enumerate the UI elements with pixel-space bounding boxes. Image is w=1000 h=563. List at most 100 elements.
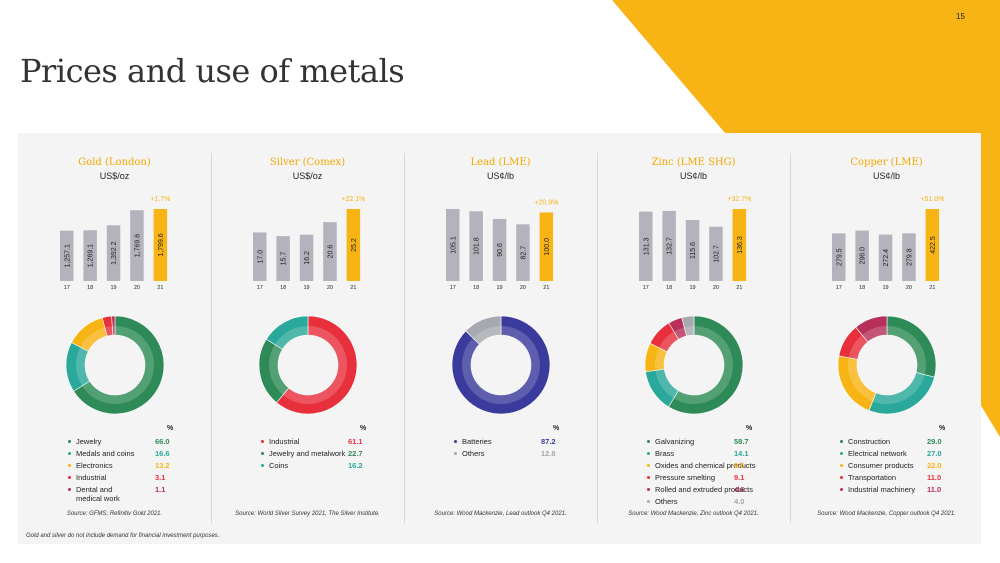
change-label: +22.1% xyxy=(341,196,365,203)
metal-unit: US$/oz xyxy=(292,171,323,181)
legend-value: 1.1 xyxy=(155,485,166,494)
bar-value-label: 131.3 xyxy=(643,237,650,255)
x-tick-label: 17 xyxy=(257,285,263,291)
legend-label: Others xyxy=(462,449,485,458)
x-tick-label: 20 xyxy=(906,285,912,291)
donut-slice-highlight xyxy=(673,326,733,404)
bar-value-label: 20.6 xyxy=(327,245,334,259)
donut-slice-highlight xyxy=(862,326,887,342)
metal-unit: US¢/lb xyxy=(872,171,900,181)
donut-slice-highlight xyxy=(112,326,115,336)
donut-chart xyxy=(837,315,937,415)
bar-17 xyxy=(639,211,653,281)
legend-label: Industrial xyxy=(269,437,300,446)
legend-label: Jewelry xyxy=(76,437,102,446)
bar-19 xyxy=(492,218,507,281)
legend-value: 16.2 xyxy=(348,461,363,470)
x-tick-label: 21 xyxy=(736,285,742,291)
donut-hole xyxy=(857,335,917,395)
legend-value: 27.0 xyxy=(927,449,942,458)
bar-21 xyxy=(539,212,554,281)
bar-value-label: 279.5 xyxy=(836,248,843,266)
bar-19 xyxy=(878,234,893,281)
bar-chart: 105.1 17 101.8 18 90.6 19 82.7 20 100.0 21 +20.9% xyxy=(446,199,558,291)
x-tick-label: 17 xyxy=(643,285,649,291)
bar-value-label: 105.1 xyxy=(450,236,457,254)
bar-17 xyxy=(60,230,74,281)
change-label: +32.7% xyxy=(727,196,751,203)
legend-value: 4.6 xyxy=(734,485,745,494)
legend-label: Pressure smelting xyxy=(655,473,716,482)
donut-chart xyxy=(258,315,358,415)
legend-dot xyxy=(68,488,71,491)
legend-dot xyxy=(840,488,843,491)
bar-value-label: 1,799.6 xyxy=(158,233,165,256)
source-note: Source: World Silver Survey 2021, The Si… xyxy=(235,511,380,517)
x-tick-label: 17 xyxy=(450,285,456,291)
legend-dot xyxy=(68,440,71,443)
donut-slice-highlight xyxy=(848,334,868,360)
x-tick-label: 21 xyxy=(157,285,163,291)
bar-chart: 131.3 17 132.7 18 115.6 19 102.7 20 136.3 21 +32.7… xyxy=(639,196,751,291)
donut-slice-highlight xyxy=(655,369,679,399)
x-tick-label: 20 xyxy=(713,285,719,291)
legend-label: Consumer products xyxy=(848,461,914,470)
bar-value-label: 16.2 xyxy=(304,251,311,265)
legend-value: 61.1 xyxy=(348,437,363,446)
legend-value: 12.8 xyxy=(541,449,556,458)
legend-value: 11.0 xyxy=(927,473,942,482)
legend-dot xyxy=(840,464,843,467)
metal-title: Copper (LME) xyxy=(850,157,923,168)
bar-value-label: 1,769.6 xyxy=(134,234,141,257)
bar-value-label: 25.2 xyxy=(351,238,358,252)
donut-slice-highlight xyxy=(76,347,90,386)
donut-hole xyxy=(471,335,531,395)
page-title: Prices and use of metals xyxy=(20,52,405,90)
legend-label: Brass xyxy=(655,449,675,458)
x-tick-label: 20 xyxy=(520,285,526,291)
donut-slice-highlight xyxy=(684,326,694,336)
bar-18 xyxy=(276,236,290,281)
bar-value-label: 136.3 xyxy=(737,236,744,254)
bar-value-label: 82.7 xyxy=(520,246,527,260)
donut-slice-highlight xyxy=(274,326,308,350)
x-tick-label: 19 xyxy=(303,285,309,291)
bar-value-label: 272.4 xyxy=(883,249,890,267)
metal-column-0: Gold (London) US$/oz 1,257.1 17 1,269.1 18 1,3… xyxy=(18,133,211,544)
bar-17 xyxy=(832,233,846,281)
pct-header: % xyxy=(939,425,946,432)
x-tick-label: 21 xyxy=(350,285,356,291)
column-divider xyxy=(597,153,598,523)
x-tick-label: 21 xyxy=(929,285,935,291)
legend-label: Transportation xyxy=(848,473,897,482)
bar-20 xyxy=(130,210,144,281)
donut-chart xyxy=(451,315,551,415)
metal-column-2: Lead (LME) US¢/lb 105.1 17 101.8 18 90.6 19 82.7… xyxy=(404,133,597,544)
bar-19 xyxy=(106,225,121,281)
legend-label: Jewelry and metalwork xyxy=(269,449,346,458)
column-divider xyxy=(211,153,212,523)
bar-value-label: 115.6 xyxy=(690,242,697,259)
legend-value: 29.0 xyxy=(927,437,942,446)
bar-value-label: 100.0 xyxy=(544,238,551,256)
legend-dot xyxy=(647,476,650,479)
bar-18 xyxy=(662,210,676,281)
bar-value-label: 102.7 xyxy=(713,245,720,263)
bar-21 xyxy=(925,209,940,281)
bar-value-label: 132.7 xyxy=(667,237,674,255)
bar-value-label: 90.6 xyxy=(497,243,504,257)
legend-dot xyxy=(647,452,650,455)
column-divider xyxy=(790,153,791,523)
pct-header: % xyxy=(553,425,560,432)
metal-column-1: Silver (Comex) US$/oz 17.0 17 15.7 18 16.2 19 20… xyxy=(211,133,404,544)
donut-slice-highlight xyxy=(887,326,926,375)
bar-17 xyxy=(446,209,460,281)
legend-value: 4.0 xyxy=(734,497,745,506)
legend-dot xyxy=(840,440,843,443)
legend-label: Galvanizing xyxy=(655,437,695,446)
legend-dot xyxy=(261,440,264,443)
change-label: +20.9% xyxy=(534,199,558,206)
legend-dot xyxy=(261,452,264,455)
bar-19 xyxy=(299,234,314,281)
